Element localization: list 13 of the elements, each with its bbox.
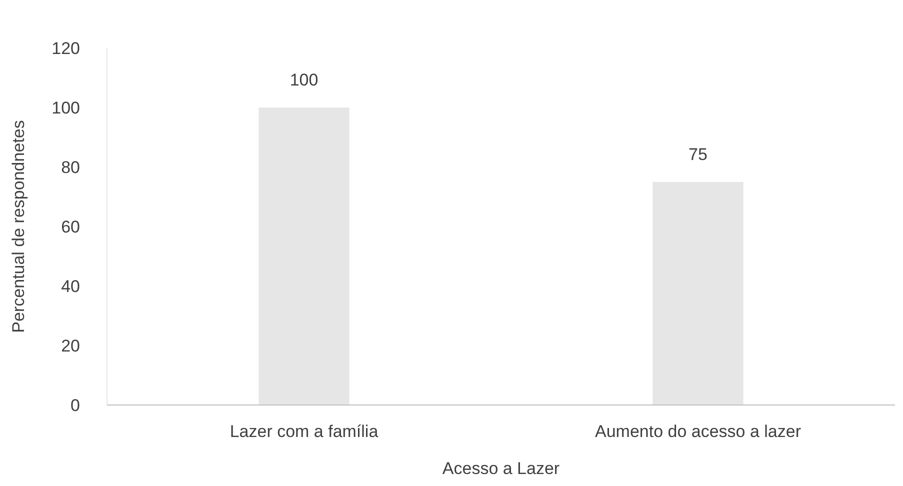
x-axis-title: Acesso a Lazer (442, 459, 560, 478)
y-tick-label: 120 (52, 38, 80, 58)
data-label: 100 (290, 70, 318, 90)
y-tick-label: 20 (61, 336, 80, 356)
y-tick-label: 40 (61, 276, 80, 296)
x-tick-label: Aumento do acesso a lazer (594, 422, 802, 441)
y-axis-title: Percentual de respondnetes (9, 120, 28, 333)
y-tick-label: 60 (61, 217, 80, 236)
data-label: 75 (688, 144, 708, 164)
y-tick-label: 0 (70, 396, 80, 415)
x-tick-label: Lazer com a família (230, 422, 379, 441)
y-tick-label: 100 (52, 98, 80, 118)
y-tick-label: 80 (61, 158, 80, 177)
